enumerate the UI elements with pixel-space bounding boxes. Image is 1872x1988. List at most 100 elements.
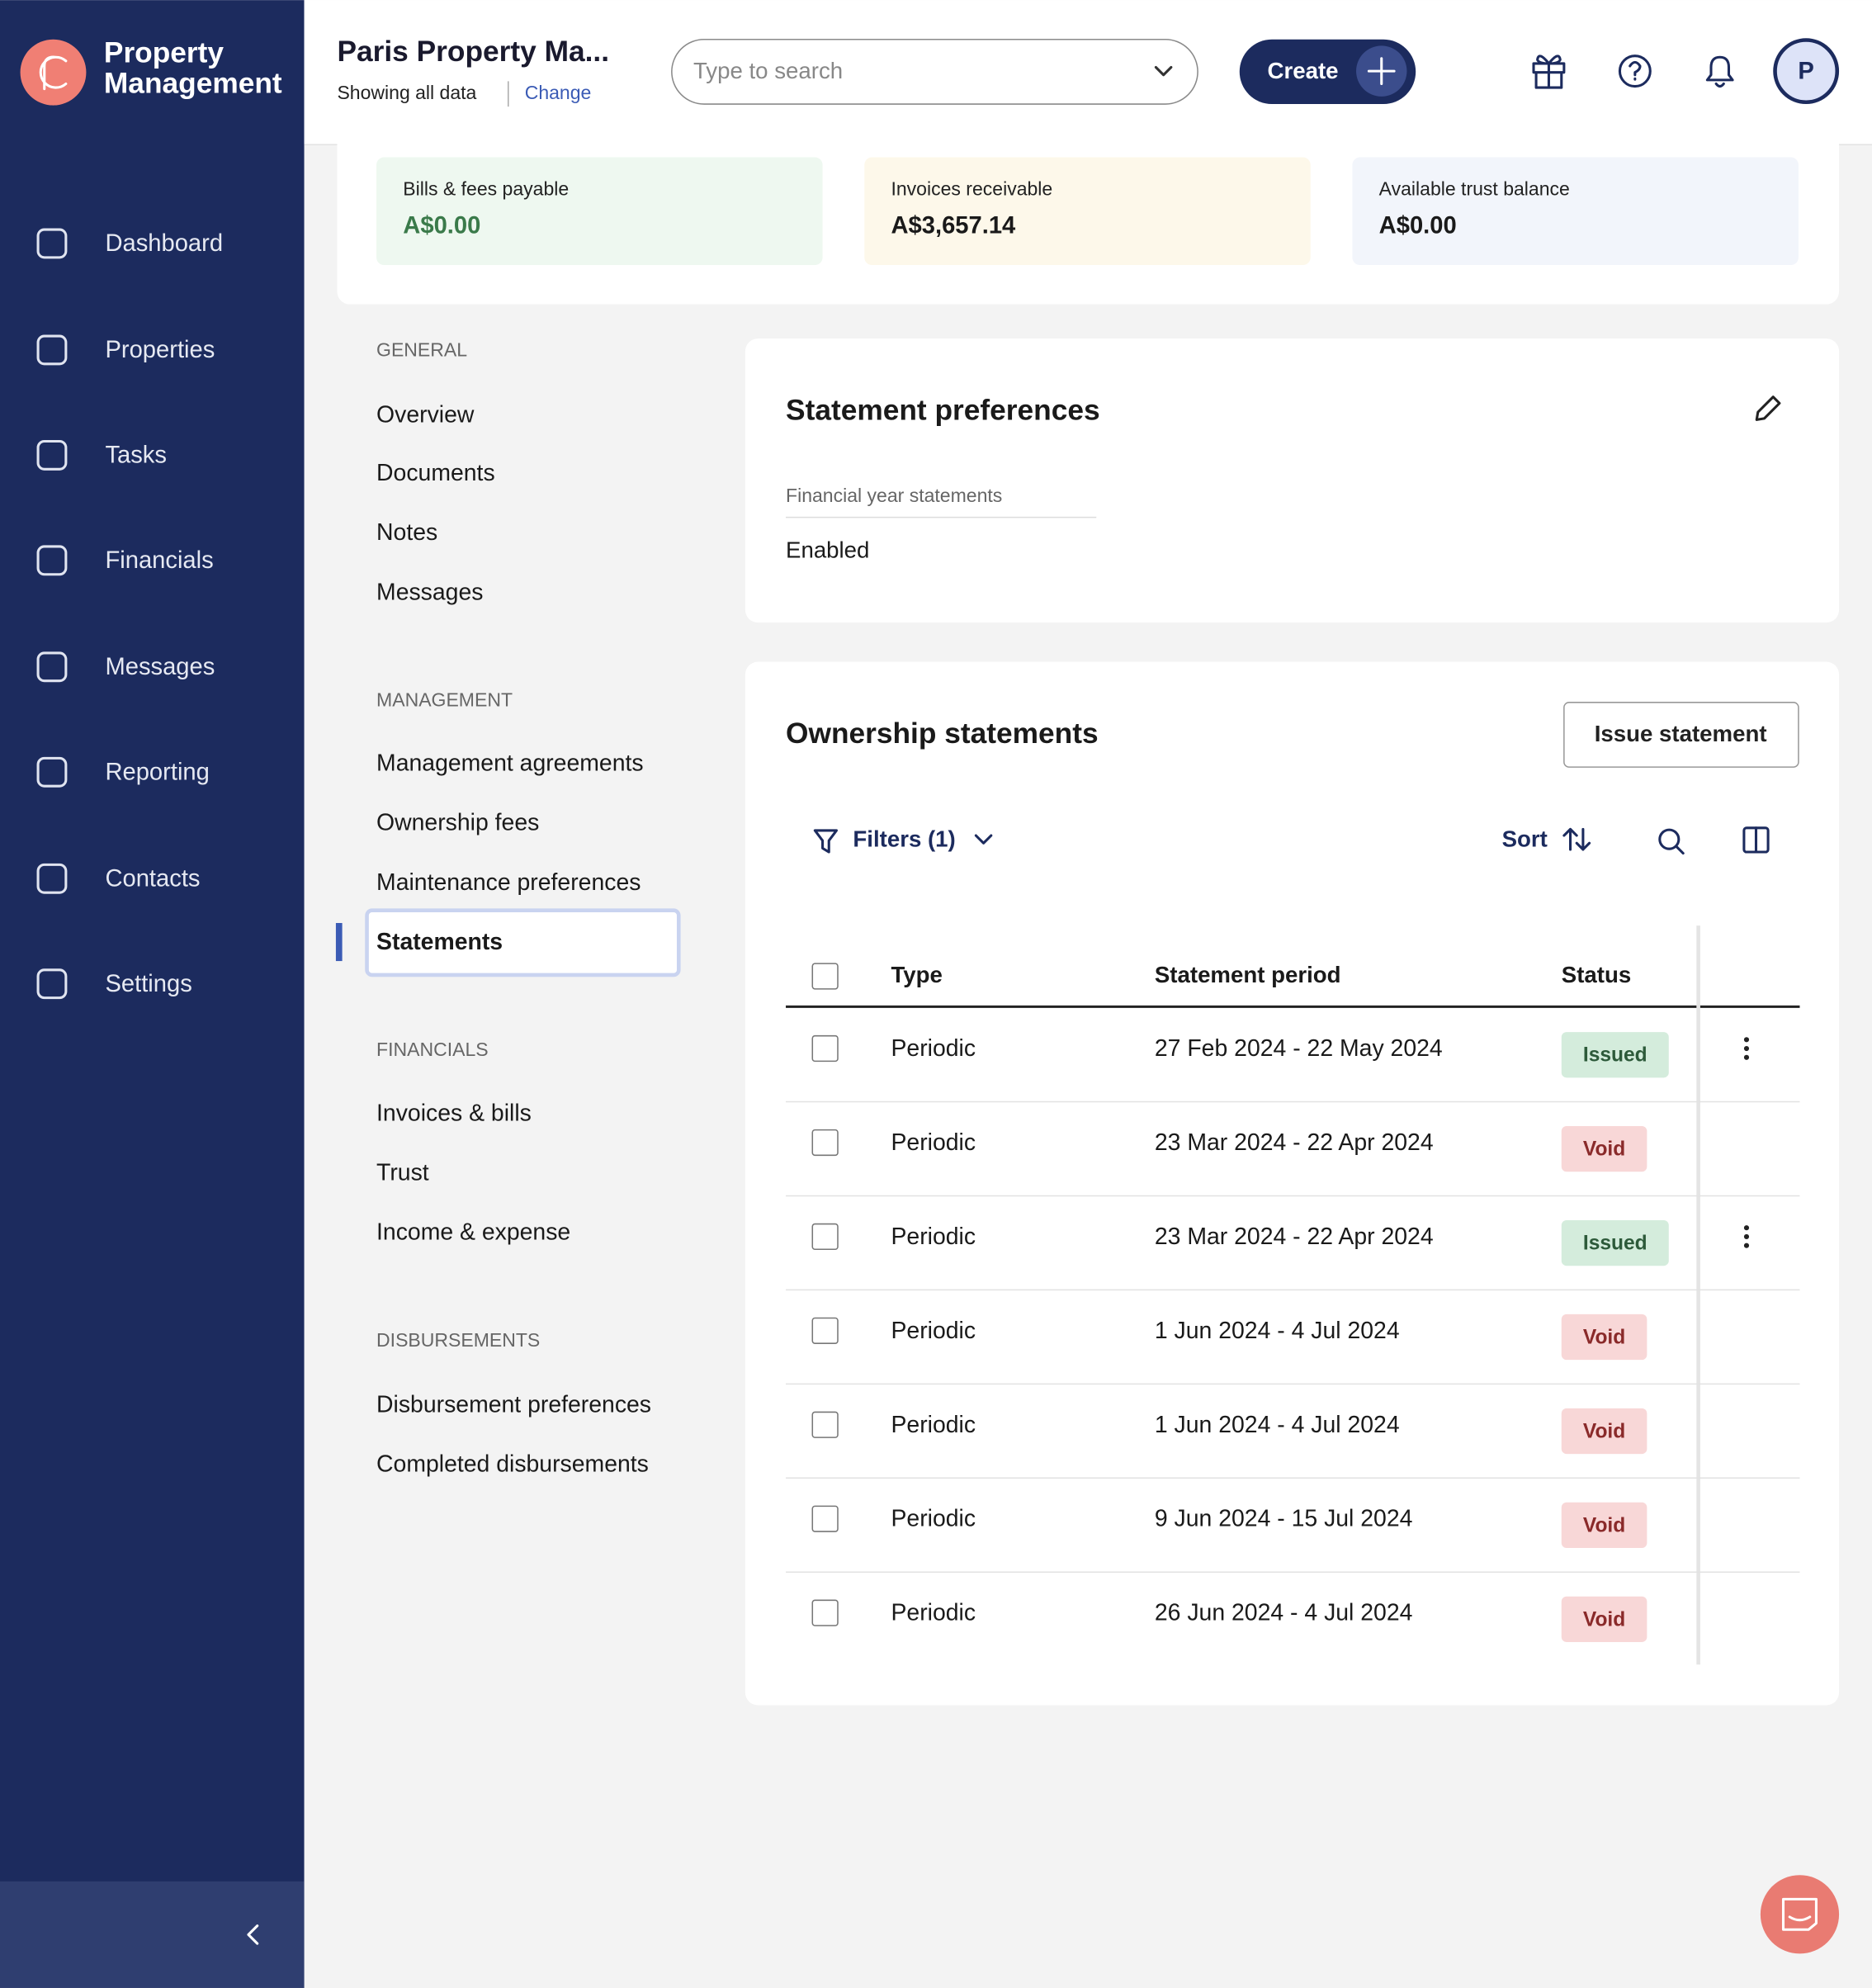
row-menu[interactable] [1743, 1037, 1750, 1043]
nav-icon [36, 228, 68, 259]
subnav-item[interactable]: Disbursement preferences [376, 1392, 651, 1418]
status-label: Issued [1583, 1044, 1647, 1067]
active-bar [335, 923, 343, 962]
summary-card [1352, 157, 1799, 266]
subnav-heading: DISBURSEMENTS [376, 1329, 540, 1351]
row-menu[interactable] [1743, 1233, 1750, 1239]
subnav-heading: MANAGEMENT [376, 689, 513, 710]
toolbar-icons [813, 826, 1770, 855]
field-value: Enabled [786, 537, 869, 562]
subnav-heading: GENERAL [376, 339, 467, 361]
row-menu[interactable] [1743, 1045, 1750, 1052]
bell-icon[interactable] [1705, 55, 1734, 88]
avatar[interactable] [1773, 38, 1840, 105]
issue-button[interactable] [1563, 702, 1799, 768]
cell-period: 1 Jun 2024 - 4 Jul 2024 [1155, 1412, 1400, 1438]
nav-item[interactable]: Messages [105, 654, 215, 680]
status-label: Void [1583, 1608, 1625, 1631]
subnav-item[interactable]: Overview [376, 401, 475, 428]
status-badge [1561, 1596, 1647, 1642]
row-checkbox[interactable] [811, 1411, 839, 1438]
cell-type: Periodic [891, 1318, 976, 1344]
nav-item[interactable]: Tasks [105, 443, 167, 469]
column-header: Status [1562, 962, 1631, 987]
nav-item[interactable]: Dashboard [105, 230, 223, 257]
chat-icon [1781, 1897, 1818, 1931]
search-handle [1675, 845, 1685, 855]
cell-type: Periodic [891, 1506, 976, 1532]
subnav-item[interactable]: Invoices & bills [376, 1100, 532, 1126]
row-checkbox[interactable] [811, 1317, 839, 1344]
nav-item[interactable]: Settings [105, 971, 191, 997]
nav-item[interactable]: Properties [105, 337, 215, 363]
nav-icon [36, 863, 68, 894]
row-checkbox[interactable] [811, 1599, 839, 1626]
sidebar [0, 0, 305, 1988]
status-label: Void [1583, 1327, 1625, 1349]
row-checkbox[interactable] [811, 1034, 839, 1063]
subnav-item[interactable]: Documents [376, 460, 495, 486]
subnav-item[interactable]: Maintenance preferences [376, 869, 641, 896]
nav-item[interactable]: Reporting [105, 760, 209, 786]
cell-period: 23 Mar 2024 - 22 Apr 2024 [1155, 1224, 1434, 1250]
collapse-icon [247, 1924, 259, 1945]
subnav-item[interactable]: Ownership fees [376, 810, 539, 836]
search-chevron [1154, 65, 1173, 77]
chat-button[interactable] [1760, 1875, 1840, 1954]
filter-icon[interactable] [813, 829, 838, 854]
status-badge [1561, 1314, 1647, 1361]
nav-icon [36, 545, 68, 576]
gift-icon[interactable] [1532, 54, 1566, 89]
row-menu[interactable] [1743, 1242, 1750, 1248]
row-checkbox[interactable] [811, 1223, 839, 1251]
create-plus [1367, 57, 1396, 86]
nav-item[interactable]: Contacts [105, 866, 200, 892]
nav-icon [36, 968, 68, 1000]
search-icon[interactable] [1658, 828, 1681, 850]
subnav-item[interactable]: Income & expense [376, 1219, 570, 1246]
brand-line2: Management [104, 67, 282, 99]
summary-card [864, 157, 1311, 266]
summary-amount: A$0.00 [1379, 213, 1457, 239]
select-all-checkbox[interactable] [811, 963, 839, 990]
subnav-item[interactable]: Trust [376, 1160, 429, 1186]
field-label: Financial year statements [786, 485, 1002, 506]
row-checkbox[interactable] [811, 1505, 839, 1532]
nav-icon [36, 439, 68, 471]
status-badge [1561, 1032, 1669, 1078]
column-header: Statement period [1155, 962, 1341, 987]
create-label: Create [1268, 58, 1339, 83]
page-subtitle: Showing all data [337, 82, 476, 103]
edit-icon[interactable] [1755, 395, 1781, 421]
row-menu[interactable] [1743, 1054, 1750, 1060]
status-badge [1561, 1408, 1647, 1455]
sort-label[interactable]: Sort [1502, 826, 1548, 851]
change-link[interactable]: Change [525, 82, 592, 103]
row-checkbox[interactable] [811, 1129, 839, 1157]
brand-line1: Property [104, 36, 225, 69]
help-icon[interactable] [1618, 54, 1652, 88]
subnav-item[interactable]: Completed disbursements [376, 1451, 649, 1478]
status-label: Void [1583, 1420, 1625, 1442]
status-badge [1561, 1502, 1647, 1549]
collapse-bar[interactable] [0, 1881, 305, 1988]
nav-item[interactable]: Financials [105, 547, 213, 574]
issue-label: Issue statement [1595, 721, 1767, 746]
row-menu[interactable] [1743, 1225, 1750, 1231]
summary-amount: A$3,657.14 [891, 213, 1016, 239]
help-mark [1629, 60, 1642, 81]
summary-amount: A$0.00 [403, 213, 480, 239]
filters-label[interactable]: Filters (1) [853, 826, 955, 851]
preferences-title: Statement preferences [786, 395, 1100, 427]
cell-type: Periodic [891, 1600, 976, 1626]
subnav-item[interactable]: Notes [376, 519, 437, 546]
status-badge [1561, 1126, 1647, 1172]
subnav-item[interactable]: Management agreements [376, 750, 644, 777]
subnav-item[interactable]: Messages [376, 579, 483, 605]
sort-icon[interactable] [1562, 827, 1591, 851]
search-box[interactable] [671, 38, 1198, 105]
cell-type: Periodic [891, 1224, 976, 1250]
subnav-item[interactable]: Statements [376, 929, 503, 955]
